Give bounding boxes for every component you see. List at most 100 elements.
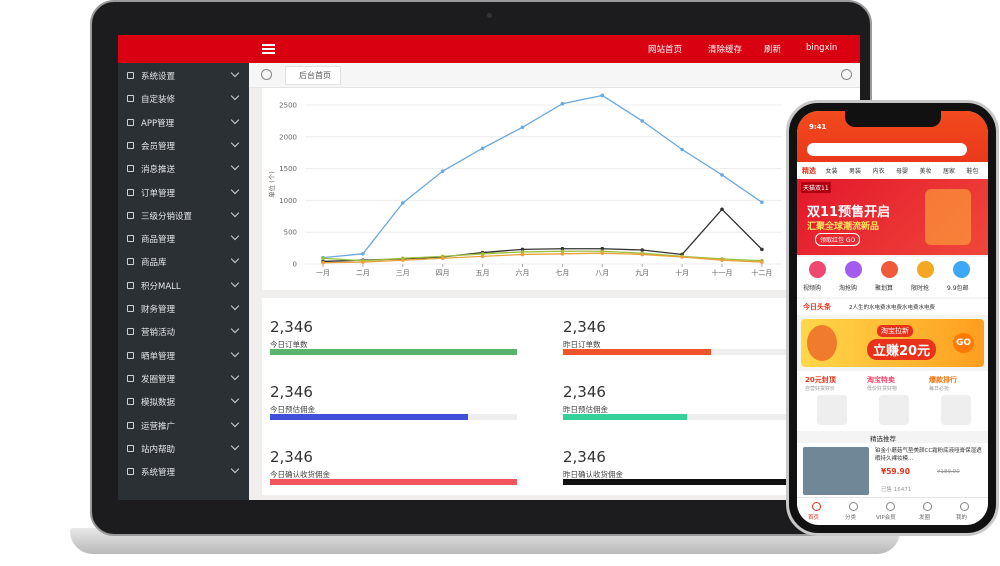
card-image[interactable] xyxy=(941,395,971,425)
tab-prev[interactable] xyxy=(261,69,272,80)
menu-icon xyxy=(127,421,134,429)
menu-chevron xyxy=(230,138,240,148)
menu-item[interactable]: 自定装修 xyxy=(118,90,249,106)
stat-value: 2,346 xyxy=(270,318,313,336)
product-title: 铂金小蘑菇气垫美颜CC霜粉底液哑膏保湿遮暇持久裸妆模... xyxy=(875,448,982,462)
tab-label: VIP会员 xyxy=(876,515,896,521)
menu-item[interactable]: 站内帮助 xyxy=(118,440,249,456)
menu-label: 站内帮助 xyxy=(141,444,176,455)
promo-banner[interactable]: 淘宝拉新 立赚20元 GO xyxy=(801,319,984,367)
nav-item[interactable]: 女装 xyxy=(825,168,838,175)
menu-item[interactable]: APP管理 xyxy=(118,114,249,130)
card-image[interactable] xyxy=(817,395,847,425)
user-menu[interactable]: bingxin xyxy=(806,43,838,53)
nav-item[interactable]: 内衣 xyxy=(872,168,885,175)
menu-item[interactable]: 系统管理 xyxy=(118,463,249,479)
menu-item[interactable]: 运营推广 xyxy=(118,417,249,433)
nav-item[interactable]: 居家 xyxy=(943,168,956,175)
menu-chevron xyxy=(230,348,240,357)
header-link[interactable]: 刷新 xyxy=(764,45,782,55)
y-tick-label: 2500 xyxy=(279,102,297,110)
data-point xyxy=(760,200,764,205)
icon[interactable] xyxy=(809,261,826,278)
menu-label: 系统设置 xyxy=(141,72,176,82)
menu-icon xyxy=(127,188,134,196)
promo-button[interactable]: GO xyxy=(953,333,975,353)
menu-item[interactable]: 会员管理 xyxy=(118,137,249,153)
menu-item[interactable]: 消息推送 xyxy=(118,160,249,176)
stat-value: 2,346 xyxy=(270,383,313,401)
card-title: 爆款排行 xyxy=(929,376,957,384)
banner-button[interactable]: 领取红包 GO xyxy=(815,233,861,246)
card-subtitle: 低价好货好物 xyxy=(867,386,898,392)
menu-label: APP管理 xyxy=(141,118,175,129)
menu-icon xyxy=(127,118,134,126)
menu-item[interactable]: 三级分销设置 xyxy=(118,207,249,223)
menu-item[interactable]: 商品管理 xyxy=(118,230,249,246)
tab-label: 首页 xyxy=(808,515,820,521)
menu-item[interactable]: 晒单管理 xyxy=(118,347,249,363)
banner[interactable]: 天猫双11 双11预售开启 汇聚全球潮流新品 领取红包 GO xyxy=(797,179,988,255)
stat-label: 昨日预估佣金 xyxy=(563,405,608,414)
tab-icon[interactable] xyxy=(886,502,895,511)
search-box[interactable] xyxy=(807,143,967,156)
menu-item[interactable]: 模拟数据 xyxy=(118,393,249,409)
card-subtitle: 自营好货好价 xyxy=(805,386,836,392)
icon[interactable] xyxy=(953,261,970,278)
icon-row: 视频购 淘抢购 聚划算 限时抢 9.9包邮 xyxy=(797,257,988,297)
icon-label: 聚划算 xyxy=(875,285,894,292)
header-link[interactable]: 清除缓存 xyxy=(708,45,743,55)
data-point xyxy=(720,207,724,212)
menu-toggle[interactable] xyxy=(262,44,275,54)
menu-item[interactable]: 商品库 xyxy=(118,253,249,269)
menu-icon xyxy=(127,258,134,266)
menu-item[interactable]: 发圈管理 xyxy=(118,370,249,386)
header-link[interactable]: 网站首页 xyxy=(648,45,683,55)
menu-item[interactable]: 积分MALL xyxy=(118,277,249,293)
nav-item[interactable]: 母婴 xyxy=(896,168,909,175)
menu-label: 三级分销设置 xyxy=(141,211,193,222)
data-point xyxy=(480,146,485,151)
product-card[interactable]: 铂金小蘑菇气垫美颜CC霜粉底液哑膏保湿遮暇持久裸妆模... ¥59.90 ¥18… xyxy=(797,443,988,499)
tab-label: 我的 xyxy=(956,515,968,521)
data-point xyxy=(560,249,565,254)
data-point xyxy=(600,246,605,251)
progress-bar xyxy=(270,479,517,485)
x-tick-label: 五月 xyxy=(476,269,490,277)
stat-label: 今日确认收货佣金 xyxy=(270,470,330,479)
nav-item[interactable]: 美妆 xyxy=(919,168,932,175)
nav-item[interactable]: 鞋包 xyxy=(966,168,979,175)
stat-value: 2,346 xyxy=(563,448,606,466)
menu-item[interactable]: 财务管理 xyxy=(118,300,249,316)
menu-icon xyxy=(127,211,134,219)
data-point xyxy=(440,256,445,261)
tab-icon[interactable] xyxy=(849,502,858,511)
nav-item[interactable]: 精选 xyxy=(802,167,816,175)
card-image[interactable] xyxy=(879,395,909,425)
y-tick-label: 0 xyxy=(293,261,297,269)
data-point xyxy=(680,147,684,152)
menu-item[interactable]: 营销活动 xyxy=(118,323,249,339)
card-title: 淘宝特卖 xyxy=(867,376,895,384)
icon-label: 淘抢购 xyxy=(839,285,858,292)
x-tick-label: 三月 xyxy=(396,269,410,277)
tab-icon[interactable] xyxy=(812,502,821,511)
menu-chevron xyxy=(230,464,240,474)
tab-next[interactable] xyxy=(841,69,852,80)
icon-label: 视频购 xyxy=(803,285,822,292)
menu-icon xyxy=(127,95,134,103)
tab-icon[interactable] xyxy=(923,502,932,511)
tab[interactable]: 后台首页 xyxy=(285,66,341,85)
icon[interactable] xyxy=(845,261,862,278)
promo-tag: 淘宝拉新 xyxy=(877,325,913,337)
nav-item[interactable]: 男装 xyxy=(849,168,862,175)
tab-icon[interactable] xyxy=(960,502,969,511)
icon[interactable] xyxy=(917,261,934,278)
icon[interactable] xyxy=(881,261,898,278)
menu-label: 消息推送 xyxy=(141,165,176,176)
data-point xyxy=(440,169,445,173)
menu-item[interactable]: 订单管理 xyxy=(118,184,249,200)
menu-item[interactable]: 系统设置 xyxy=(118,67,249,83)
data-point xyxy=(321,260,325,265)
menu-label: 财务管理 xyxy=(141,305,176,315)
